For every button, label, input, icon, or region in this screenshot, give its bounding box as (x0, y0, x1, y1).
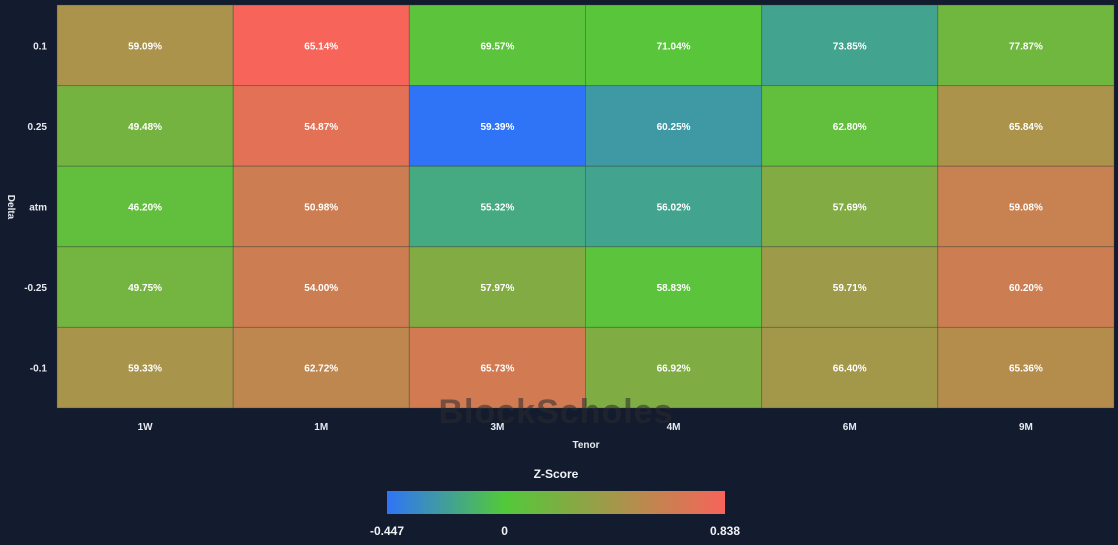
heatmap-cell (56, 326, 234, 409)
x-tick-label: 9M (1019, 422, 1033, 433)
heatmap-cell (232, 165, 410, 248)
heatmap-cell (761, 4, 939, 87)
y-tick-label: -0.25 (24, 283, 47, 294)
cell-value-label: 60.20% (1009, 283, 1043, 294)
cell-value-label: 57.97% (480, 283, 514, 294)
cell-value-label: 46.20% (128, 203, 162, 214)
heatmap-cell (408, 4, 587, 87)
heatmap-cell (937, 326, 1115, 409)
heatmap-cell (56, 4, 234, 87)
heatmap-cell (761, 326, 939, 409)
x-axis-title: Tenor (572, 440, 599, 451)
watermark-text: BlockScholes (439, 393, 674, 431)
colorbar-ticks: -0.447 0 0.838 (370, 524, 740, 538)
cell-value-label: 54.00% (304, 283, 338, 294)
y-axis-ticks: 0.1 0.25 atm -0.25 -0.1 (24, 41, 47, 374)
y-tick-label: atm (29, 203, 47, 214)
heatmap-cells: 59.09% 65.14% 69.57% 71.04% 73.85% 77.87% 49.4… (56, 4, 1115, 409)
cell-value-label: 71.04% (657, 41, 691, 52)
x-tick-label: 3M (490, 422, 504, 433)
heatmap-cell (56, 246, 234, 328)
heatmap-cell (232, 85, 410, 167)
heatmap-cell (937, 165, 1115, 248)
x-tick-label: 1M (314, 422, 328, 433)
heatmap-cell (761, 165, 939, 248)
cell-value-label: 62.72% (304, 364, 338, 375)
cell-value-label: 59.33% (128, 364, 162, 375)
heatmap-cell (408, 246, 587, 328)
heatmap-cell (937, 4, 1115, 87)
colorbar-tick-label: -0.447 (370, 524, 404, 538)
y-tick-label: -0.1 (30, 364, 48, 375)
cell-value-label: 66.92% (657, 364, 691, 375)
cell-value-label: 54.87% (304, 122, 338, 133)
cell-value-label: 59.39% (480, 122, 514, 133)
cell-value-label: 56.02% (657, 203, 691, 214)
cell-value-label: 62.80% (833, 122, 867, 133)
heatmap-cell (232, 4, 410, 87)
heatmap-cell (585, 85, 763, 167)
heatmap-cell (232, 246, 410, 328)
heatmap-cell (585, 4, 763, 87)
cell-value-label: 49.75% (128, 283, 162, 294)
colorbar-title: Z-Score (534, 467, 579, 481)
cell-value-label: 65.36% (1009, 364, 1043, 375)
cell-value-label: 77.87% (1009, 41, 1043, 52)
y-axis-title: Delta (5, 195, 16, 220)
heatmap-cell (585, 246, 763, 328)
cell-value-label: 50.98% (304, 203, 338, 214)
cell-value-label: 58.83% (657, 283, 691, 294)
heatmap-cell (937, 246, 1115, 328)
y-tick-label: 0.1 (33, 41, 47, 52)
colorbar-tick-label: 0.838 (710, 524, 740, 538)
cell-value-label: 65.73% (480, 364, 514, 375)
cell-value-label: 57.69% (833, 203, 867, 214)
cell-value-label: 66.40% (833, 364, 867, 375)
x-tick-label: 6M (843, 422, 857, 433)
cell-value-label: 49.48% (128, 122, 162, 133)
cell-value-label: 65.84% (1009, 122, 1043, 133)
heatmap-cell (761, 246, 939, 328)
x-tick-label: 4M (667, 422, 681, 433)
heatmap-cell (585, 165, 763, 248)
cell-value-label: 55.32% (480, 203, 514, 214)
cell-value-label: 60.25% (657, 122, 691, 133)
heatmap-cell (56, 165, 234, 248)
heatmap-cell (585, 326, 763, 409)
colorbar-gradient (387, 491, 725, 514)
cell-value-label: 59.08% (1009, 203, 1043, 214)
colorbar-tick-label: 0 (501, 524, 508, 538)
x-axis-ticks: 1W 1M 3M 4M 6M 9M (138, 422, 1033, 433)
cell-value-label: 59.71% (833, 283, 867, 294)
x-tick-label: 1W (138, 422, 154, 433)
cell-value-label: 65.14% (304, 41, 338, 52)
heatmap-cell (408, 165, 587, 248)
heatmap-cell (937, 85, 1115, 167)
heatmap-cell (408, 326, 587, 409)
cell-value-label: 73.85% (833, 41, 867, 52)
cell-value-label: 59.09% (128, 41, 162, 52)
cell-value-label: 69.57% (480, 41, 514, 52)
y-tick-label: 0.25 (28, 122, 48, 133)
